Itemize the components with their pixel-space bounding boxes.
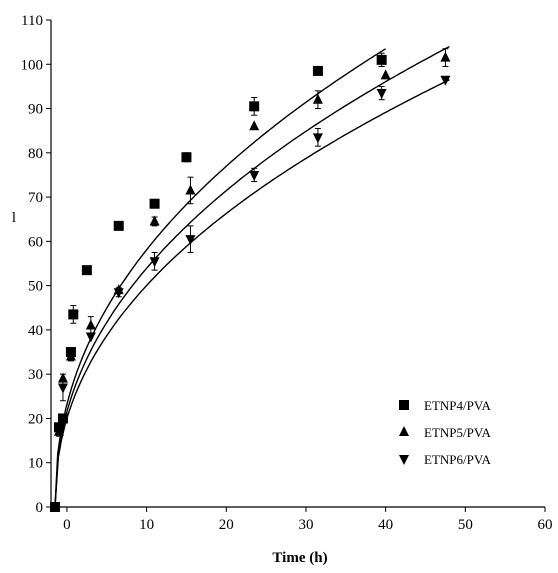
- y-tick-label: 90: [28, 102, 43, 118]
- series-2-point: [53, 425, 64, 436]
- x-axis-title: Time (h): [272, 550, 327, 566]
- series-2-point: [249, 120, 260, 131]
- x-tick-label: 50: [458, 517, 473, 533]
- fit-curve-3: [54, 79, 450, 508]
- x-tick-label: 40: [378, 517, 393, 533]
- data-points: [49, 48, 451, 512]
- series-3-point: [376, 89, 387, 100]
- fit-curve-2: [54, 45, 450, 508]
- series-2-point: [65, 350, 76, 361]
- series-3-point: [440, 75, 451, 86]
- legend-label-3: ETNP6/PVA: [424, 452, 492, 467]
- series-1-point: [113, 220, 124, 231]
- legend-marker-3: [399, 455, 409, 465]
- x-tick-label: 30: [298, 517, 313, 533]
- y-tick-label: 40: [28, 323, 43, 339]
- series-1-point: [312, 65, 323, 76]
- legend-label-2: ETNP5/PVA: [424, 425, 492, 440]
- series-1-point: [68, 309, 79, 320]
- series-1-point: [149, 198, 160, 209]
- legend-marker-1: [399, 400, 409, 410]
- series-3-point: [312, 133, 323, 144]
- fit-curve-1: [54, 48, 386, 508]
- y-tick-label: 30: [28, 367, 43, 383]
- series-3-point: [149, 257, 160, 268]
- series-2-point: [312, 93, 323, 104]
- series-2-point: [380, 69, 391, 80]
- series-2-point: [85, 319, 96, 330]
- series-3-point: [57, 383, 68, 394]
- x-tick-label: 10: [139, 517, 154, 533]
- legend: ETNP4/PVA ETNP5/PVA ETNP6/PVA: [399, 398, 492, 467]
- y-tick-label: 0: [36, 500, 44, 516]
- x-tick-label: 20: [219, 517, 234, 533]
- y-axis-title: l: [12, 210, 16, 226]
- y-tick-label: 50: [28, 279, 43, 295]
- y-tick-label: 100: [21, 57, 44, 73]
- y-tick-label: 20: [28, 411, 43, 427]
- series-2-point: [185, 184, 196, 195]
- x-tick-label: 0: [63, 517, 71, 533]
- y-tick-label: 70: [28, 190, 43, 206]
- series-3-point: [249, 170, 260, 181]
- series-2-point: [149, 215, 160, 226]
- series-1-point: [81, 265, 92, 276]
- series-2-point: [440, 51, 451, 62]
- series-3-point: [185, 235, 196, 246]
- series-1-point: [49, 502, 60, 512]
- legend-label-1: ETNP4/PVA: [424, 398, 492, 413]
- y-tick-label: 80: [28, 146, 43, 162]
- y-tick-label: 10: [28, 456, 43, 472]
- series-1-point: [57, 413, 68, 424]
- fit-curves: [54, 45, 450, 508]
- series-1-point: [181, 152, 192, 163]
- series-1-point: [249, 101, 260, 112]
- axes: 0 10 20 30 40 50 60 70 80 90 100 110 0 10 20 30 40 50 60: [21, 13, 553, 533]
- series-3-point: [113, 288, 124, 299]
- series-3-point: [85, 332, 96, 343]
- y-tick-label: 60: [28, 234, 43, 250]
- x-tick-label: 60: [538, 517, 553, 533]
- series-1-point: [376, 54, 387, 65]
- y-tick-label: 110: [21, 13, 43, 29]
- legend-marker-2: [399, 426, 409, 436]
